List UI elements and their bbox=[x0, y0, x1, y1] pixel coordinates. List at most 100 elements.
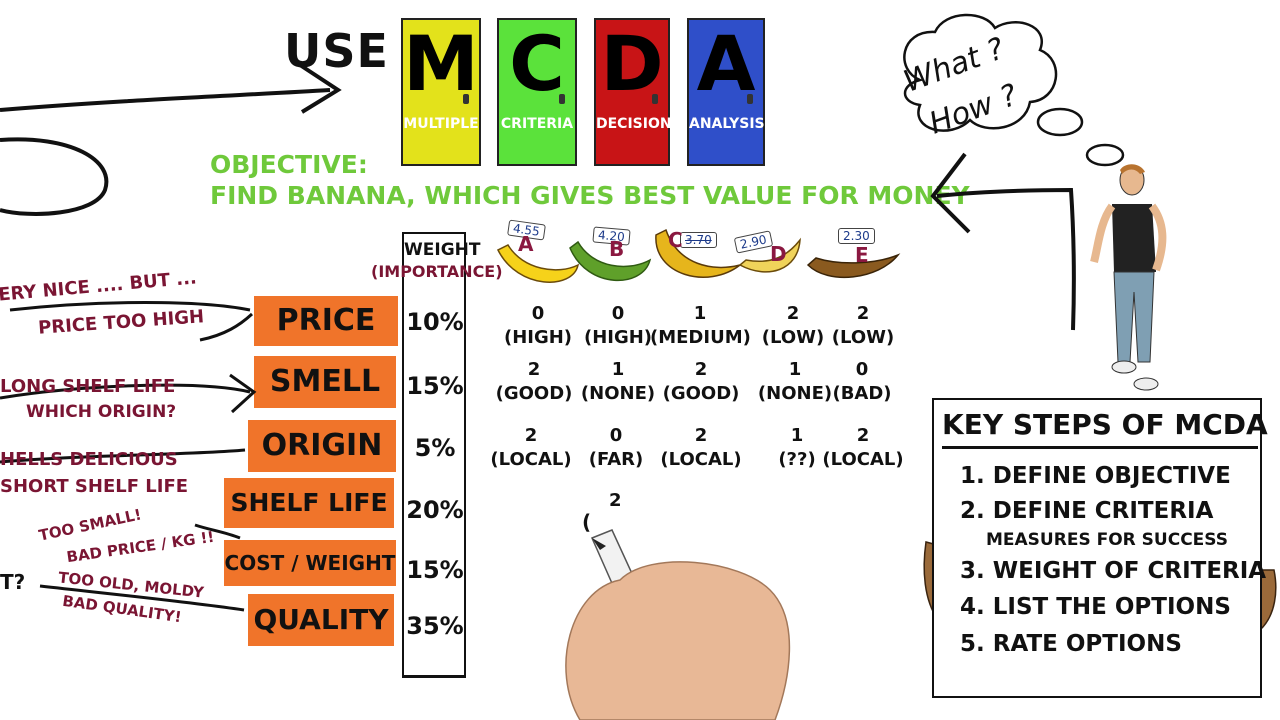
door-knob bbox=[559, 94, 565, 104]
rating-score: 2 bbox=[527, 359, 541, 380]
weight-smell: 15% bbox=[406, 372, 464, 400]
rating-desc: (HIGH) bbox=[583, 327, 653, 348]
rating-origin-c: 2 (LOCAL) bbox=[656, 424, 746, 472]
rating-price-b: 0 (HIGH) bbox=[574, 302, 662, 350]
door-c: C CRITERIA bbox=[497, 18, 577, 166]
rating-desc: (BAD) bbox=[832, 383, 892, 404]
note-edge: T? bbox=[0, 570, 26, 594]
rating-desc: (LOCAL) bbox=[490, 449, 572, 470]
door-letter: M bbox=[403, 19, 479, 108]
rating-score: 0 bbox=[855, 359, 869, 380]
rating-smell-b: 1 (NONE) bbox=[574, 358, 662, 406]
rating-shelf-a-desc: ( bbox=[582, 510, 592, 534]
criterion-label: PRICE bbox=[276, 303, 376, 338]
key-step-2: 2. DEFINE CRITERIA bbox=[960, 498, 1214, 524]
rating-desc: (MEDIUM) bbox=[650, 327, 751, 348]
weight-quality: 35% bbox=[406, 612, 464, 640]
rating-desc: (GOOD) bbox=[495, 383, 573, 404]
rating-score: 1 bbox=[693, 303, 707, 324]
rating-origin-e: 2 (LOCAL) bbox=[818, 424, 908, 472]
criterion-price: PRICE bbox=[254, 296, 398, 346]
rating-desc: (HIGH) bbox=[503, 327, 573, 348]
return-arrow-sketch bbox=[930, 152, 1076, 331]
note-smell-2: WHICH ORIGIN? bbox=[26, 402, 177, 422]
rating-desc: (??) bbox=[778, 449, 816, 470]
criterion-label: QUALITY bbox=[253, 603, 389, 636]
rating-score: 1 bbox=[790, 425, 804, 446]
person-illustration bbox=[1090, 164, 1167, 391]
key-step-5: 5. RATE OPTIONS bbox=[960, 631, 1182, 657]
rating-score: 2 bbox=[694, 359, 708, 380]
option-e-price-tag: 2.30 bbox=[838, 228, 875, 244]
rating-smell-a: 2 (GOOD) bbox=[490, 358, 578, 406]
criterion-label: SHELF LIFE bbox=[230, 488, 388, 517]
rating-desc: (LOW) bbox=[831, 327, 895, 348]
criterion-origin: ORIGIN bbox=[248, 420, 396, 472]
key-step-2-sub: MEASURES FOR SUCCESS bbox=[986, 530, 1229, 550]
objective-text: FIND BANANA, WHICH GIVES BEST VALUE FOR … bbox=[210, 181, 970, 210]
door-letter: C bbox=[509, 19, 565, 108]
rating-desc: (FAR) bbox=[588, 449, 644, 470]
note-origin-2: SHORT SHELF LIFE bbox=[0, 476, 189, 497]
rating-desc: (LOW) bbox=[761, 327, 825, 348]
weight-cost-weight: 15% bbox=[406, 556, 464, 584]
criterion-label: COST / WEIGHT bbox=[224, 551, 396, 575]
rating-shelf-a-score: 2 bbox=[609, 490, 622, 511]
rating-score: 0 bbox=[611, 303, 625, 324]
thought-cloud bbox=[903, 13, 1125, 167]
option-a-label: A bbox=[518, 232, 534, 256]
door-m: M MULTIPLE bbox=[401, 18, 481, 166]
rating-score: 2 bbox=[786, 303, 800, 324]
rating-score: 2 bbox=[694, 425, 708, 446]
rating-score: 0 bbox=[609, 425, 623, 446]
rating-origin-a: 2 (LOCAL) bbox=[486, 424, 576, 472]
option-c-label: C bbox=[668, 228, 683, 252]
rating-score: 2 bbox=[856, 425, 870, 446]
rating-desc: (NONE) bbox=[757, 383, 833, 404]
weight-column-frame bbox=[402, 232, 466, 678]
weight-header: WEIGHT bbox=[404, 240, 481, 260]
rating-price-e: 2 (LOW) bbox=[822, 302, 904, 350]
rating-desc: (NONE) bbox=[580, 383, 656, 404]
objective-title: OBJECTIVE: bbox=[210, 150, 368, 179]
rating-desc: (LOCAL) bbox=[822, 449, 904, 470]
criterion-cost-weight: COST / WEIGHT bbox=[224, 540, 396, 586]
option-b-label: B bbox=[609, 237, 625, 261]
criterion-label: ORIGIN bbox=[261, 428, 383, 463]
rating-smell-e: 0 (BAD) bbox=[822, 358, 902, 406]
door-knob bbox=[652, 94, 658, 104]
option-e-label: E bbox=[855, 243, 869, 267]
rating-smell-d: 1 (NONE) bbox=[752, 358, 838, 406]
weight-price: 10% bbox=[406, 308, 464, 336]
key-steps-title: KEY STEPS OF MCDA bbox=[942, 408, 1268, 441]
rating-origin-b: 0 (FAR) bbox=[576, 424, 656, 472]
rating-price-c: 1 (MEDIUM) bbox=[650, 302, 751, 350]
key-steps-underline bbox=[942, 446, 1258, 449]
key-step-1: 1. DEFINE OBJECTIVE bbox=[960, 463, 1231, 489]
note-smell-1: LONG SHELF LIFE bbox=[0, 376, 176, 397]
door-letter: A bbox=[696, 19, 756, 108]
key-step-3: 3. WEIGHT OF CRITERIA bbox=[960, 558, 1267, 584]
rating-score: 2 bbox=[524, 425, 538, 446]
banana-options bbox=[496, 228, 901, 283]
option-c-price-tag: 3.70 bbox=[680, 232, 717, 248]
rating-score: 0 bbox=[531, 303, 545, 324]
door-knob bbox=[463, 94, 469, 104]
criterion-shelf-life: SHELF LIFE bbox=[224, 478, 394, 528]
criterion-quality: QUALITY bbox=[248, 594, 394, 646]
note-origin-1: HELLS DELICIOUS bbox=[0, 449, 178, 470]
door-a: A ANALYSIS bbox=[687, 18, 765, 166]
door-word: ANALYSIS bbox=[689, 116, 765, 132]
weight-origin: 5% bbox=[414, 434, 456, 462]
left-arrow-sketch bbox=[0, 63, 342, 216]
rating-price-d: 2 (LOW) bbox=[752, 302, 834, 350]
door-d: D DECISION bbox=[594, 18, 672, 166]
door-letter: D bbox=[600, 19, 664, 108]
door-word: CRITERIA bbox=[500, 116, 574, 132]
key-step-4: 4. LIST THE OPTIONS bbox=[960, 594, 1231, 620]
rating-smell-c: 2 (GOOD) bbox=[656, 358, 746, 406]
rating-desc: (LOCAL) bbox=[660, 449, 742, 470]
weight-subheader: (IMPORTANCE) bbox=[371, 262, 503, 281]
rating-desc: (GOOD) bbox=[662, 383, 740, 404]
weight-shelf-life: 20% bbox=[406, 496, 464, 524]
